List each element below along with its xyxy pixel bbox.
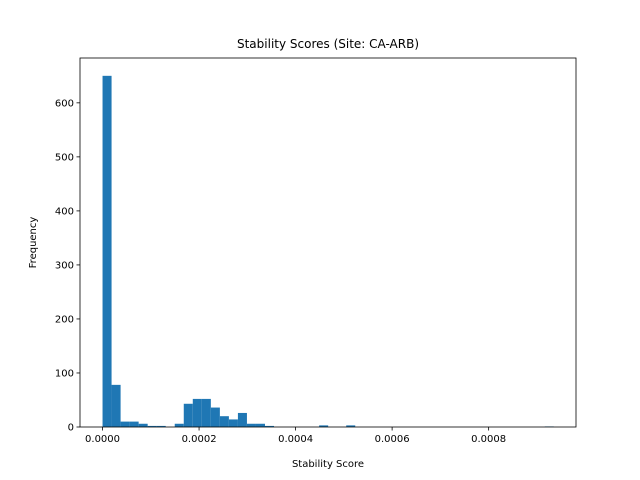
histogram-bars bbox=[102, 75, 554, 427]
x-tick-label: 0.0008 bbox=[471, 434, 506, 445]
histogram-bar bbox=[192, 398, 202, 427]
histogram-bar bbox=[237, 412, 247, 427]
y-axis-label: Frequency bbox=[28, 217, 39, 269]
y-tick-label: 100 bbox=[55, 368, 74, 379]
x-tick-label: 0.0000 bbox=[85, 434, 120, 445]
histogram-bar bbox=[346, 425, 356, 427]
chart-title: Stability Scores (Site: CA-ARB) bbox=[237, 37, 419, 51]
x-tick-label: 0.0002 bbox=[182, 434, 217, 445]
y-tick-label: 600 bbox=[55, 98, 74, 109]
histogram-bar bbox=[219, 416, 229, 427]
x-tick-label: 0.0004 bbox=[278, 434, 313, 445]
histogram-bar bbox=[174, 423, 184, 427]
x-axis-label: Stability Score bbox=[292, 459, 364, 470]
y-tick-label: 200 bbox=[55, 314, 74, 325]
histogram-bar bbox=[264, 425, 275, 427]
histogram-bar bbox=[129, 421, 139, 427]
y-axis-ticks: 0 100 200 300 400 500 600 bbox=[55, 98, 80, 434]
histogram-bar bbox=[156, 425, 166, 427]
histogram-bar bbox=[319, 425, 329, 427]
x-tick-label: 0.0006 bbox=[375, 434, 410, 445]
y-tick-label: 400 bbox=[55, 206, 74, 217]
histogram-bar bbox=[255, 423, 265, 427]
histogram-bar bbox=[102, 75, 112, 427]
histogram-bar bbox=[210, 407, 220, 427]
histogram-bar bbox=[138, 423, 148, 427]
histogram-bar bbox=[246, 423, 256, 427]
histogram-bar bbox=[147, 425, 157, 427]
plot-frame bbox=[79, 57, 577, 428]
histogram-bar bbox=[228, 419, 238, 427]
x-axis-ticks: 0.0000 0.0002 0.0004 0.0006 0.0008 bbox=[85, 427, 506, 445]
histogram-bar bbox=[201, 398, 211, 427]
y-tick-label: 300 bbox=[55, 260, 74, 271]
histogram-bar bbox=[120, 421, 130, 427]
y-tick-label: 500 bbox=[55, 152, 74, 163]
histogram-bar bbox=[111, 384, 121, 427]
histogram-bar bbox=[183, 403, 193, 427]
y-tick-label: 0 bbox=[68, 423, 74, 434]
